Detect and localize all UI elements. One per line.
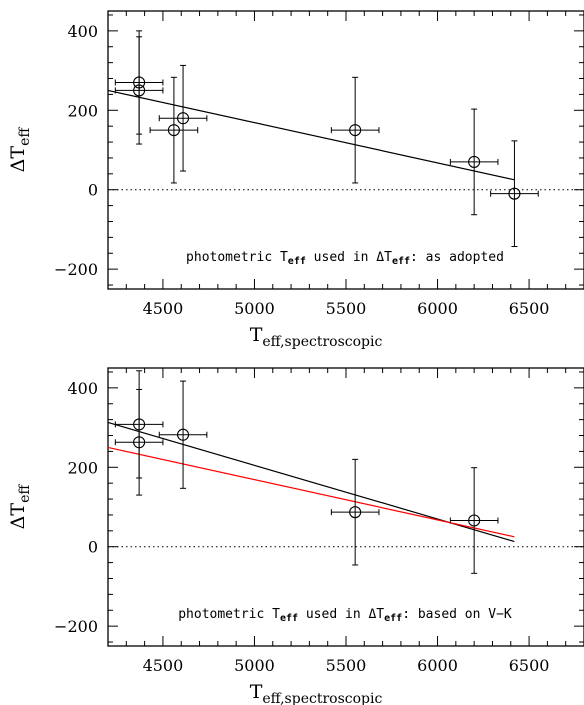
y-axis-title-main: ΔT <box>7 503 29 530</box>
x-axis-title-sub: eff,spectroscopic <box>262 691 382 705</box>
point-marker <box>349 124 362 137</box>
annotation-text: : based on V−K <box>402 607 512 622</box>
annotation-text: used in ΔT <box>298 607 384 622</box>
annotation-text: photometric T <box>178 607 280 622</box>
fit-line <box>107 446 515 538</box>
data-point <box>449 108 499 216</box>
annotation-text: : as adopted <box>410 250 504 265</box>
panel-annotation: photometric Teff used in ΔTeff: based on… <box>178 607 512 624</box>
data-point <box>490 140 539 248</box>
x-axis-title: Teff,spectroscopic <box>250 324 383 350</box>
annotation-subscript: eff <box>384 613 402 624</box>
x-tick-label: 6000 <box>417 299 458 318</box>
data-point <box>330 76 380 184</box>
point-marker <box>508 187 521 200</box>
x-axis-title-main: T <box>250 681 263 703</box>
y-tick-label: 0 <box>88 538 98 557</box>
annotation-text: used in ΔT <box>306 250 392 265</box>
x-tick-label: 4500 <box>143 299 184 318</box>
x-tick-label: 5000 <box>234 299 275 318</box>
annotation-text: photometric T <box>186 250 288 265</box>
x-tick-label: 4500 <box>143 656 184 675</box>
y-axis-title-sub: eff <box>17 484 33 503</box>
x-tick-label: 6500 <box>509 656 550 675</box>
data-point <box>114 36 164 145</box>
x-axis-title-sub: eff,spectroscopic <box>262 334 382 350</box>
data-point <box>114 388 164 496</box>
data-point <box>449 467 499 574</box>
data-point <box>158 380 208 489</box>
x-tick-label: 6500 <box>509 299 550 318</box>
y-tick-label: −200 <box>54 260 98 279</box>
data-point <box>330 458 380 566</box>
x-tick-label: 6000 <box>417 656 458 675</box>
y-axis-title-main: ΔT <box>7 146 29 173</box>
point-marker <box>177 112 190 125</box>
x-axis-title-main: T <box>250 324 263 346</box>
panel-1: 4500 5000 5500 6000 6500 −200 0 200 400 Teff,spec… <box>7 10 584 350</box>
point-marker <box>349 506 362 519</box>
y-axis-title: ΔTeff <box>7 127 33 173</box>
y-tick-label: −200 <box>54 617 98 636</box>
panel-2: 4500 5000 5500 6000 6500 −200 0 200 400 Teff,spec… <box>7 367 584 705</box>
point-marker <box>468 155 481 168</box>
y-tick-label: 200 <box>67 458 98 477</box>
y-tick-label: 200 <box>67 101 98 120</box>
data-point <box>149 76 199 184</box>
y-tick-label: 400 <box>67 379 98 398</box>
annotation-subscript: eff <box>280 613 298 624</box>
plot-frame <box>107 10 584 290</box>
y-axis-title: ΔTeff <box>7 484 33 530</box>
y-tick-label: 0 <box>88 181 98 200</box>
fit-line <box>107 89 515 181</box>
x-tick-label: 5500 <box>326 299 367 318</box>
point-marker <box>167 124 180 137</box>
x-tick-label: 5000 <box>234 656 275 675</box>
y-axis-title-sub: eff <box>17 127 33 146</box>
data-point <box>158 64 208 172</box>
annotation-subscript: eff <box>288 256 306 267</box>
x-axis-title: Teff,spectroscopic <box>250 681 383 705</box>
annotation-subscript: eff <box>392 256 410 267</box>
plot-frame <box>107 367 584 647</box>
point-marker <box>177 428 190 441</box>
point-marker <box>468 514 481 527</box>
point-marker <box>133 436 146 449</box>
point-marker <box>133 84 146 97</box>
y-tick-label: 400 <box>67 22 98 41</box>
x-tick-label: 5500 <box>326 656 367 675</box>
panel-annotation: photometric Teff used in ΔTeff: as adopt… <box>186 250 504 267</box>
